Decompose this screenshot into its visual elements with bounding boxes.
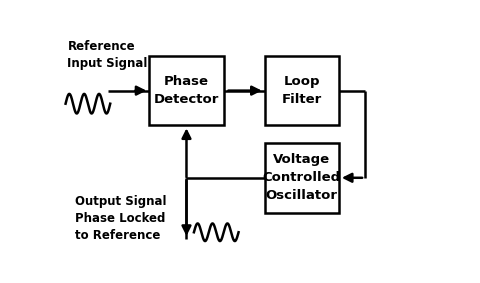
Text: Phase
Detector: Phase Detector: [154, 75, 219, 106]
Text: Reference
Input Signal: Reference Input Signal: [67, 40, 148, 70]
Text: Loop
Filter: Loop Filter: [282, 75, 322, 106]
Bar: [264, 143, 339, 213]
Bar: [149, 56, 224, 125]
Text: Output Signal
Phase Locked
to Reference: Output Signal Phase Locked to Reference: [75, 195, 167, 242]
Text: Voltage
Controlled
Oscillator: Voltage Controlled Oscillator: [263, 153, 341, 202]
Bar: [264, 56, 339, 125]
